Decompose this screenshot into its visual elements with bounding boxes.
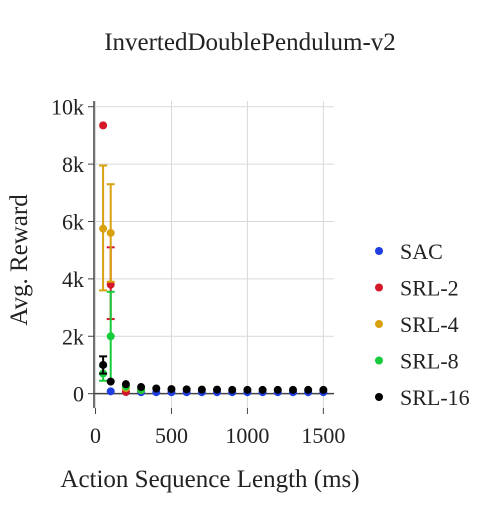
data-point [288, 385, 297, 394]
legend-marker [375, 247, 383, 255]
data-point [99, 224, 108, 233]
data-point [106, 332, 115, 341]
data-point [197, 385, 206, 394]
series-srl-16 [99, 355, 328, 394]
legend-label: SRL-2 [400, 276, 459, 301]
x-tick-label: 0 [90, 423, 101, 448]
y-tick-label: 2k [62, 324, 84, 349]
data-point [319, 385, 328, 394]
series-srl-8 [99, 290, 146, 394]
data-point [213, 385, 222, 394]
data-point [304, 385, 313, 394]
data-marks [99, 121, 328, 397]
chart-title: InvertedDoublePendulum-v2 [104, 29, 396, 56]
y-axis-label: Avg. Reward [6, 194, 33, 326]
data-point [106, 377, 115, 386]
legend: SAC SRL-2 SRL-4 SRL-8 SRL-16 [375, 239, 470, 410]
data-point [106, 387, 115, 396]
grid [94, 101, 334, 408]
data-point [182, 385, 191, 394]
series-srl-4 [99, 164, 146, 395]
legend-marker [375, 393, 383, 401]
x-tick-label: 500 [155, 423, 188, 448]
data-point [106, 228, 115, 237]
legend-label: SRL-16 [400, 385, 470, 410]
legend-label: SRL-8 [400, 349, 459, 374]
y-tick-label: 4k [62, 267, 84, 292]
y-tick-label: 10k [51, 95, 84, 120]
data-point [258, 385, 267, 394]
x-tick-label: 1000 [225, 423, 269, 448]
legend-marker [375, 283, 383, 292]
legend-marker [375, 320, 383, 328]
data-point [99, 121, 108, 130]
legend-marker [375, 356, 383, 365]
data-point [121, 380, 130, 389]
data-point [137, 383, 146, 392]
data-point [228, 385, 237, 394]
data-point [167, 385, 176, 394]
x-axis-label: Action Sequence Length (ms) [60, 466, 359, 493]
y-tick-label: 0 [73, 382, 84, 407]
axes: 0 500 1000 1500 0 2k 4k 6k 8k 10k [51, 95, 345, 448]
legend-label: SRL-4 [400, 312, 459, 337]
y-tick-label: 8k [62, 152, 84, 177]
data-point [152, 384, 161, 393]
data-point [243, 385, 252, 394]
x-tick-label: 1500 [301, 423, 345, 448]
legend-label: SAC [400, 239, 443, 264]
data-point [99, 360, 108, 369]
data-point [273, 385, 282, 394]
y-tick-label: 6k [62, 210, 84, 235]
